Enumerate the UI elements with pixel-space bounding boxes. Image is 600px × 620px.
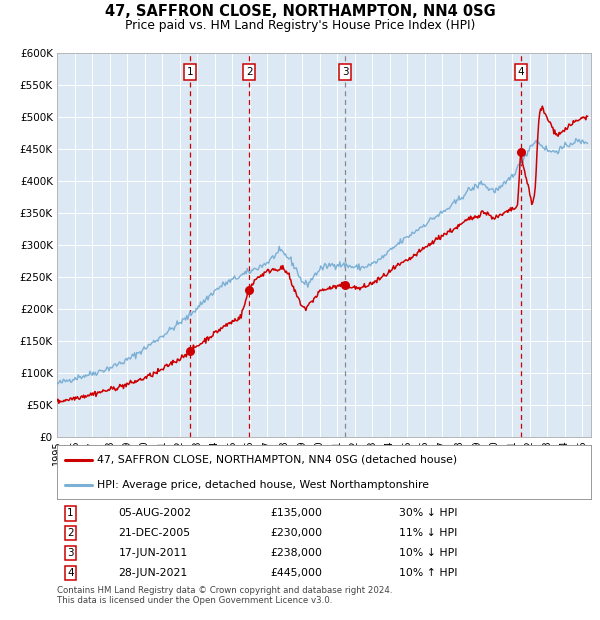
Text: 4: 4 [517,67,524,77]
Text: 10% ↑ HPI: 10% ↑ HPI [399,568,457,578]
Text: Contains HM Land Registry data © Crown copyright and database right 2024.: Contains HM Land Registry data © Crown c… [57,586,392,595]
Text: 4: 4 [67,568,74,578]
Text: 30% ↓ HPI: 30% ↓ HPI [399,508,457,518]
Text: 10% ↓ HPI: 10% ↓ HPI [399,548,457,558]
Text: 1: 1 [187,67,193,77]
Text: £238,000: £238,000 [271,548,323,558]
Text: 28-JUN-2021: 28-JUN-2021 [118,568,188,578]
Text: 11% ↓ HPI: 11% ↓ HPI [399,528,457,538]
Text: 1: 1 [67,508,74,518]
Text: 17-JUN-2011: 17-JUN-2011 [118,548,188,558]
Text: 21-DEC-2005: 21-DEC-2005 [118,528,191,538]
Text: Price paid vs. HM Land Registry's House Price Index (HPI): Price paid vs. HM Land Registry's House … [125,19,475,32]
Text: 2: 2 [246,67,253,77]
Text: 47, SAFFRON CLOSE, NORTHAMPTON, NN4 0SG (detached house): 47, SAFFRON CLOSE, NORTHAMPTON, NN4 0SG … [97,455,457,465]
Text: 05-AUG-2002: 05-AUG-2002 [118,508,191,518]
Text: 3: 3 [342,67,349,77]
Text: £230,000: £230,000 [271,528,323,538]
Text: 2: 2 [67,528,74,538]
Text: £135,000: £135,000 [271,508,323,518]
Text: 3: 3 [67,548,74,558]
Text: HPI: Average price, detached house, West Northamptonshire: HPI: Average price, detached house, West… [97,480,429,490]
Text: This data is licensed under the Open Government Licence v3.0.: This data is licensed under the Open Gov… [57,596,332,606]
Text: £445,000: £445,000 [271,568,323,578]
Text: 47, SAFFRON CLOSE, NORTHAMPTON, NN4 0SG: 47, SAFFRON CLOSE, NORTHAMPTON, NN4 0SG [104,4,496,19]
